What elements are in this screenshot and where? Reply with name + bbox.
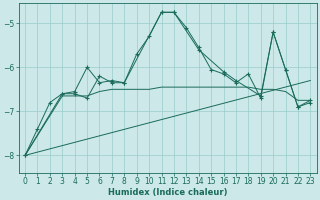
X-axis label: Humidex (Indice chaleur): Humidex (Indice chaleur) xyxy=(108,188,228,197)
